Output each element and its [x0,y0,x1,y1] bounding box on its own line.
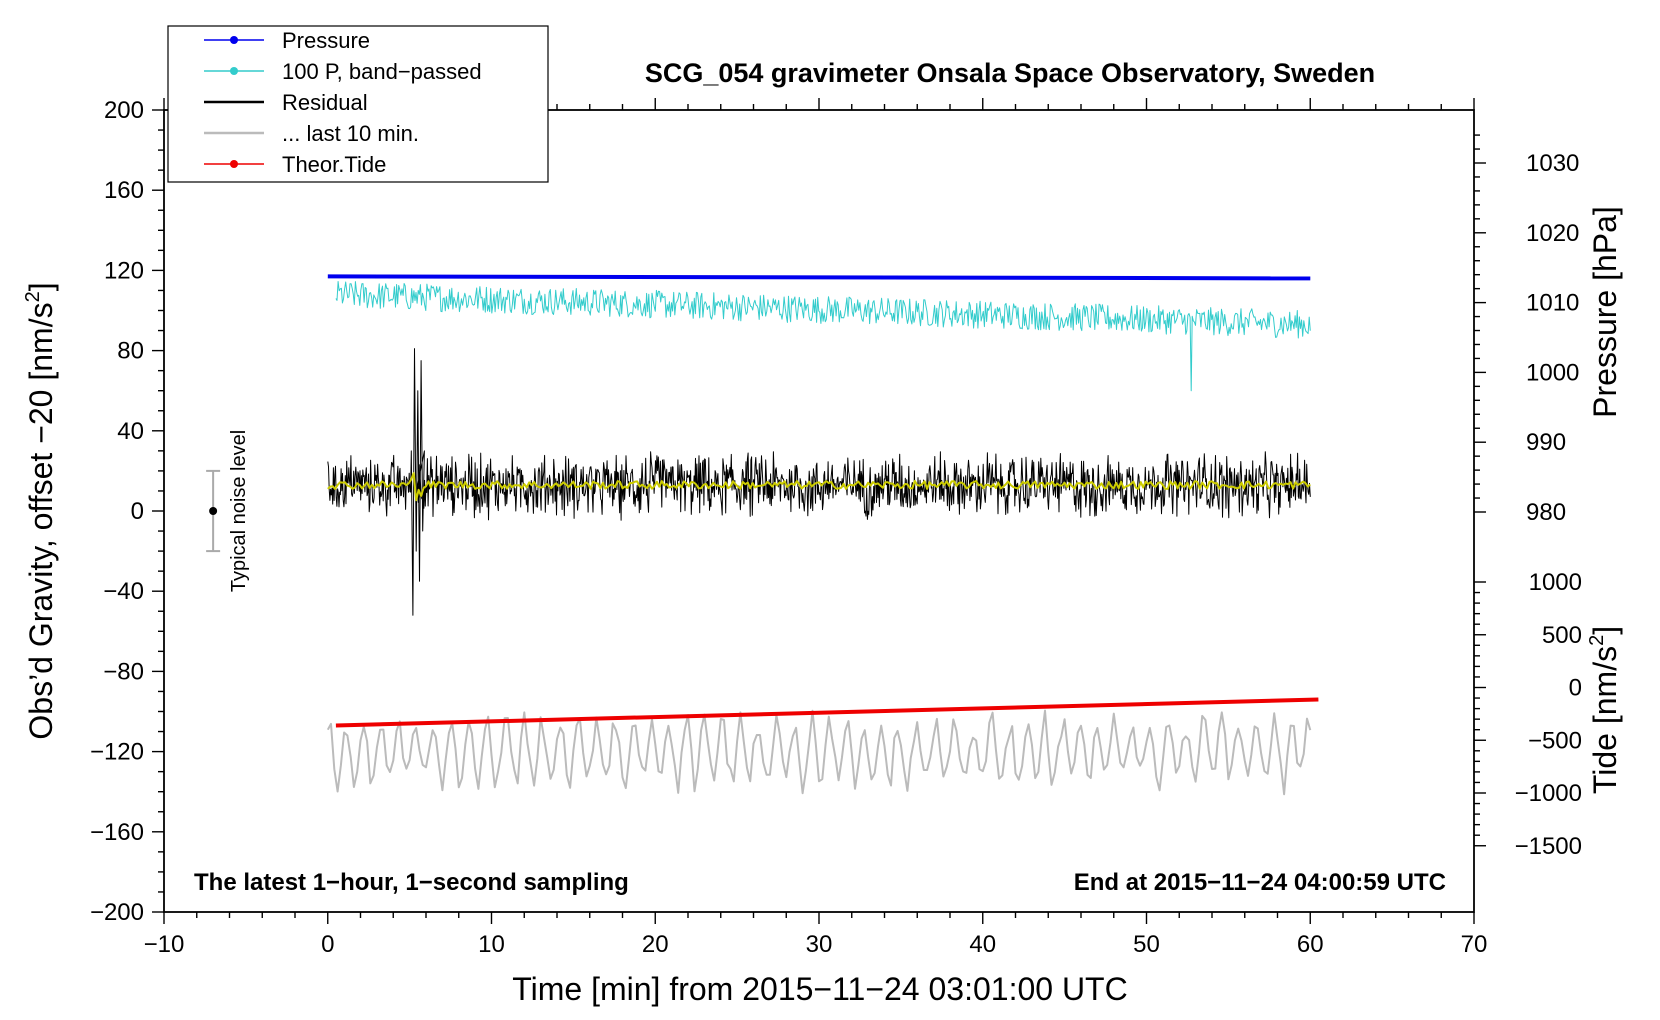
y-tick-label: 40 [117,418,144,445]
y-tick-label: 80 [117,338,144,365]
series-residual-smoothed [327,472,1311,502]
end-time-note: End at 2015−11−24 04:00:59 UTC [1074,869,1446,896]
x-axis-ticks: −10 0 10 20 30 40 50 60 70 [144,98,1488,958]
series-band-passed [335,281,1311,392]
pressure-tick-label: 1020 [1526,220,1579,247]
x-tick-label: −10 [144,931,185,958]
legend-marker [230,36,238,44]
pressure-tick-label: 990 [1526,429,1566,456]
legend-box [167,25,549,183]
tide-axis-label: Tide [nm/s2] [1586,626,1623,794]
x-tick-label: 20 [642,931,669,958]
tide-tick-label: −1000 [1515,780,1582,807]
noise-level-label: Typical noise level [228,430,250,592]
pressure-axis-label: Pressure [hPa] [1587,206,1623,418]
pressure-tick-label: 1000 [1526,359,1579,386]
chart-title: SCG_054 gravimeter Onsala Space Observat… [645,58,1375,88]
tide-tick-label: −1500 [1515,833,1582,860]
y-axis-label: Obs’d Gravity, offset −20 [nm/s2] [22,282,59,739]
tide-tick-label: 0 [1569,675,1582,702]
y-tick-label: 120 [104,257,144,284]
y-tick-label: −160 [90,819,144,846]
y-tick-label: 160 [104,177,144,204]
legend-marker [230,160,238,168]
noise-level-marker: Typical noise level [206,430,250,592]
noise-center-dot [209,507,218,515]
series-pressure [327,274,1311,281]
legend-marker [230,67,238,75]
x-axis-label: Time [min] from 2015−11−24 03:01:00 UTC [512,971,1127,1007]
plot-frame [163,109,1475,913]
x-tick-label: 0 [321,931,334,958]
x-tick-label: 40 [969,931,996,958]
tide-tick-label: 1000 [1529,569,1582,596]
y-tick-label: −40 [103,578,144,605]
pressure-tick-label: 980 [1526,499,1566,526]
tide-tick-label: −500 [1528,727,1582,754]
legend-label: 100 P, band−passed [282,59,482,84]
tide-tick-label: 500 [1542,622,1582,649]
x-tick-label: 10 [478,931,505,958]
x-tick-label: 50 [1133,931,1160,958]
y-tick-label: −200 [90,899,144,926]
legend: Pressure 100 P, band−passed Residual ... la… [167,25,549,183]
legend-label: Residual [282,90,368,115]
x-tick-label: 30 [806,931,833,958]
x-tick-label: 70 [1461,931,1488,958]
legend-label: ... last 10 min. [282,121,419,146]
y-axis-ticks: −200 −160 −120 −80 −40 0 40 80 120 160 200 [90,97,164,926]
series-last-10-min [326,709,1312,796]
series-residual [327,348,1311,616]
y-tick-label: −80 [103,658,144,685]
legend-label: Pressure [282,28,370,53]
x-tick-label: 60 [1297,931,1324,958]
right-axis-ticks: 980 990 1000 1010 1020 1030 −1500 −1000 −500 0 500… [1474,134,1582,860]
y-tick-label: −120 [90,739,144,766]
sampling-note: The latest 1−hour, 1−second sampling [194,869,629,896]
y-tick-label: 0 [131,498,144,525]
pressure-tick-label: 1030 [1526,150,1579,177]
y-tick-label: 200 [104,97,144,124]
series-theor-tide [335,697,1319,728]
plot-series [326,274,1319,796]
pressure-tick-label: 1010 [1526,290,1579,317]
legend-label: Theor.Tide [282,152,386,177]
